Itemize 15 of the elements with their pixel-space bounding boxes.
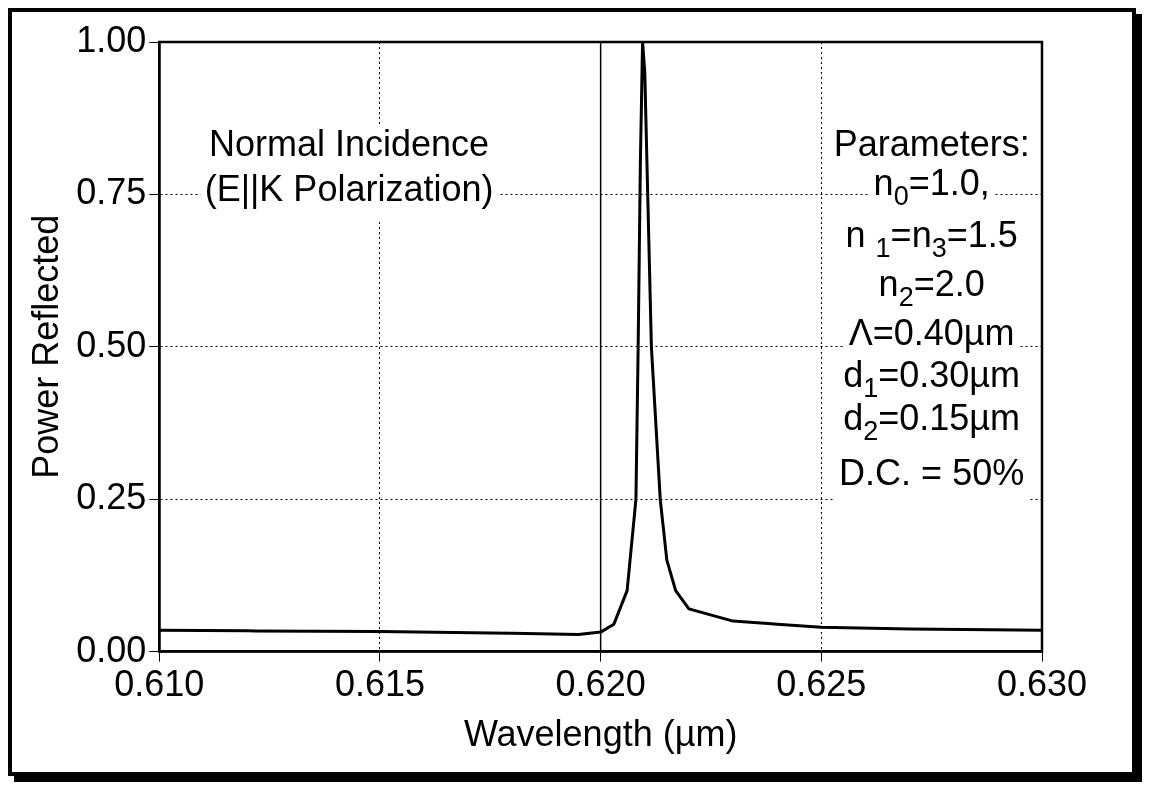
annotation: Parameters: — [833, 122, 1030, 164]
y-axis-title: Power Reflected — [24, 214, 66, 479]
annotation: D.C. = 50% — [839, 451, 1025, 493]
y-tick-label: 0.75 — [76, 171, 147, 213]
y-tick-label: 0.50 — [76, 323, 147, 365]
x-tick-label: 0.620 — [555, 663, 646, 705]
annotation: (E||K Polarization) — [204, 168, 494, 210]
x-tick-label: 0.630 — [996, 663, 1088, 705]
x-axis-title: Wavelength (µm) — [463, 713, 738, 755]
annotation: Λ=0.40µm — [848, 311, 1015, 353]
annotation: Normal Incidence — [208, 122, 490, 164]
x-tick-label: 0.615 — [334, 663, 425, 705]
x-tick-label: 0.625 — [776, 663, 867, 705]
y-tick-label: 1.00 — [76, 18, 147, 60]
y-tick-label: 0.25 — [76, 476, 147, 518]
